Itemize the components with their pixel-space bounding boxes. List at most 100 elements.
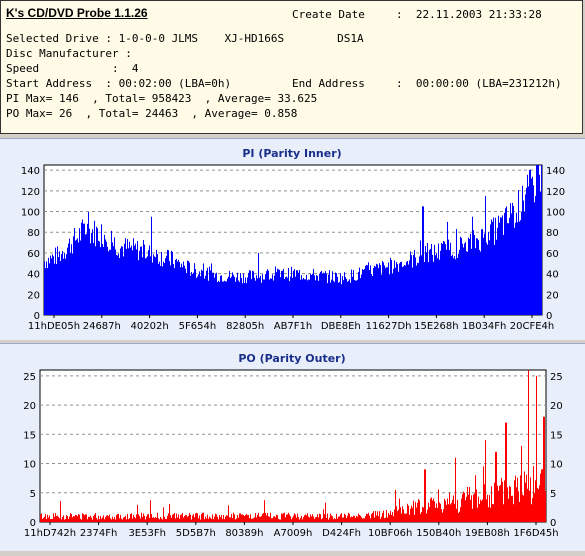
po-bar (146, 516, 147, 522)
po-bar (503, 504, 504, 522)
po-bar (94, 514, 95, 522)
pi-bar (521, 211, 522, 315)
po-bar (535, 480, 536, 522)
po-bar (427, 509, 428, 522)
create-date-value: : 22.11.2003 21:33:28 (396, 8, 542, 21)
po-bar (121, 518, 122, 522)
pi-bar (98, 240, 99, 315)
pi-bar (83, 223, 84, 315)
po-bar (126, 519, 127, 522)
pi-bar (118, 253, 119, 315)
po-bar (525, 482, 526, 522)
po-bar (157, 512, 158, 522)
pi-bar (516, 212, 517, 315)
pi-bar (421, 255, 422, 315)
po-bar (210, 517, 211, 522)
po-bar (542, 469, 543, 522)
pi-bar (258, 252, 259, 315)
pi-bar (531, 178, 532, 315)
pi-bar (439, 259, 440, 315)
pi-bar (143, 240, 144, 315)
po-y-tick-right: 10 (550, 460, 563, 471)
po-bar (501, 478, 502, 522)
pi-bar (446, 249, 447, 315)
po-bar (347, 515, 348, 522)
pi-bar (540, 191, 541, 315)
po-x-tick-label: 11hD742h (24, 528, 76, 539)
pi-bar (179, 261, 180, 315)
po-y-tick-right: 25 (550, 372, 563, 383)
po-bar (99, 519, 100, 522)
pi-bar (456, 229, 457, 315)
po-bar (212, 514, 213, 522)
po-bar (456, 508, 457, 522)
po-bar (395, 489, 396, 522)
po-bar (475, 475, 476, 522)
po-bar (192, 515, 193, 522)
pi-bar (491, 219, 492, 315)
po-bar (392, 512, 393, 522)
pi-bar (71, 244, 72, 315)
po-bar (370, 518, 371, 522)
po-y-tick-right: 5 (550, 489, 556, 500)
po-bar (403, 509, 404, 522)
pi-bar (477, 238, 478, 315)
pi-bar (379, 263, 380, 315)
pi-bar (389, 274, 390, 315)
po-bar (506, 422, 507, 522)
pi-bar (109, 249, 110, 315)
pi-bar (405, 265, 406, 315)
po-bar (238, 517, 239, 522)
pi-bar (478, 240, 479, 315)
po-bar (482, 499, 483, 522)
po-bar (423, 507, 424, 522)
po-bar (401, 513, 402, 522)
po-bar (398, 509, 399, 522)
pi-bar (229, 270, 230, 315)
po-bar (118, 513, 119, 522)
po-bar (371, 514, 372, 522)
po-bar (438, 489, 439, 522)
pi-bar (155, 257, 156, 315)
po-bar (483, 466, 484, 522)
pi-bar (443, 240, 444, 315)
pi-bar (494, 244, 495, 315)
po-bar (500, 485, 501, 522)
pi-bar (369, 270, 370, 315)
pi-bar (267, 269, 268, 315)
po-bar (368, 512, 369, 522)
po-bar (345, 514, 346, 522)
pi-bar (455, 259, 456, 315)
po-bar (145, 519, 146, 522)
po-bar (362, 518, 363, 522)
po-bar (153, 517, 154, 522)
po-bar (340, 514, 341, 522)
po-bar (523, 495, 524, 522)
pi-bar (69, 238, 70, 315)
pi-bar (435, 255, 436, 315)
po-bar (124, 516, 125, 522)
po-bar (224, 519, 225, 522)
po-bar (251, 518, 252, 522)
pi-bar (282, 270, 283, 315)
pi-bar (313, 268, 314, 315)
pi-bar (436, 253, 437, 315)
pi-bar (134, 245, 135, 315)
pi-bar (459, 249, 460, 315)
pi-bar (65, 258, 66, 315)
pi-bar (222, 281, 223, 315)
po-bar (435, 507, 436, 522)
pi-bar (352, 276, 353, 315)
po-bar (534, 493, 535, 522)
pi-bar (419, 256, 420, 315)
po-bar (258, 512, 259, 522)
po-bar (458, 513, 459, 522)
pi-bar (314, 275, 315, 315)
pi-bar (366, 264, 367, 315)
po-bar (107, 515, 108, 522)
pi-bar (117, 255, 118, 315)
po-bar (225, 516, 226, 522)
pi-bar (75, 240, 76, 315)
po-bar (342, 517, 343, 522)
pi-bar (192, 273, 193, 315)
